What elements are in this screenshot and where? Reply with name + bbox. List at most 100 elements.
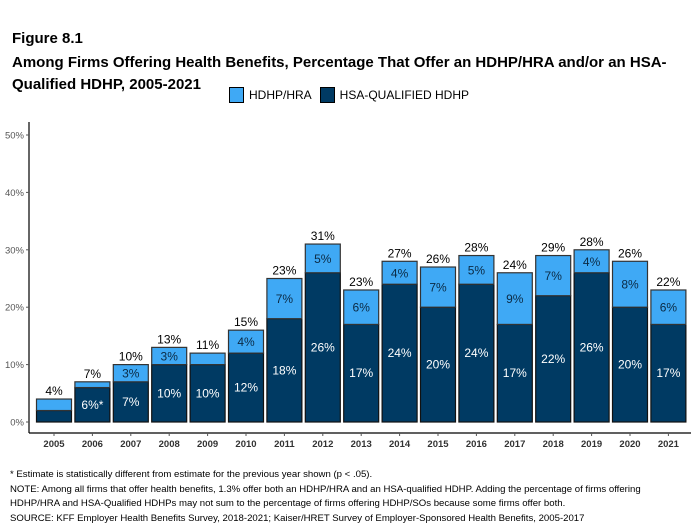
bar-segment-hsa-qualified	[112, 381, 149, 423]
bar-label-hdhp-hra: 4%	[391, 266, 409, 280]
source-note: SOURCE: KFF Employer Health Benefits Sur…	[10, 512, 585, 524]
y-tick-label: 30%	[5, 245, 25, 256]
chart-title: Among Firms Offering Health Benefits, Pe…	[12, 54, 667, 93]
y-tick-label: 20%	[5, 303, 25, 314]
bar-total-label: 10%	[119, 350, 143, 364]
y-tick-label: 10%	[5, 360, 25, 371]
x-tick-label: 2012	[312, 439, 333, 450]
bar-label-hdhp-hra: 7%	[276, 292, 294, 306]
x-tick-label: 2015	[427, 439, 449, 450]
chart-notes: * Estimate is statistically different fr…	[10, 468, 698, 526]
bar-segment-hsa-qualified	[227, 352, 265, 423]
bar-total-label: 24%	[503, 258, 527, 272]
bar-segment-hsa-qualified	[650, 323, 687, 423]
bar-label-hdhp-hra: 9%	[506, 292, 524, 306]
bar-label-hsa-qualified: 12%	[234, 381, 258, 395]
bar-segment-hsa-qualified	[458, 283, 495, 423]
note-line-1: NOTE: Among all firms that offer health …	[10, 483, 641, 495]
bar-segment-hsa-qualified	[343, 323, 380, 423]
bar-segment-hdhp-hra	[227, 329, 265, 354]
bar-segment-hsa-qualified	[419, 306, 457, 423]
bar-label-hdhp-hra: 5%	[468, 263, 486, 277]
legend-item-hdhp-hra: HDHP/HRA	[228, 87, 312, 103]
bar-segment-hdhp-hra	[458, 254, 495, 285]
bar-segment-hdhp-hra	[189, 352, 226, 366]
bar-label-hdhp-hra: 6%	[353, 301, 371, 315]
bar-total-label: 27%	[388, 246, 412, 260]
bar-label-hsa-qualified: 24%	[464, 346, 488, 360]
bar-total-label: 29%	[541, 241, 565, 255]
bar-total-label: 31%	[311, 229, 335, 243]
x-tick-label: 2014	[389, 439, 411, 450]
x-tick-label: 2020	[619, 439, 640, 450]
bar-segment-hdhp-hra	[650, 289, 687, 326]
bar-segment-hdhp-hra	[151, 346, 188, 366]
figure-label: Figure 8.1	[12, 30, 83, 47]
bar-label-hdhp-hra: 6%	[660, 301, 678, 315]
x-tick-label: 2010	[235, 439, 256, 450]
bar-segment-hdhp-hra	[112, 364, 149, 383]
bar-label-hsa-qualified: 22%	[541, 352, 565, 366]
legend-label-hsa-qualified: HSA-QUALIFIED HDHP	[339, 88, 470, 102]
bar-total-label: 23%	[349, 275, 373, 289]
x-tick-label: 2016	[466, 439, 487, 450]
bar-total-label: 26%	[618, 246, 642, 260]
bar-label-hdhp-hra: 4%	[583, 255, 601, 269]
y-tick-label: 0%	[10, 418, 24, 429]
bar-segment-hsa-qualified	[189, 364, 226, 423]
bar-segment-hsa-qualified	[573, 272, 610, 423]
bar-total-label: 28%	[464, 241, 488, 255]
x-tick-label: 2011	[274, 439, 295, 450]
legend-swatch-hdhp-hra	[228, 87, 244, 103]
asterisk-note: * Estimate is statistically different fr…	[10, 469, 373, 480]
bar-total-label: 26%	[426, 252, 450, 266]
y-tick-label: 50%	[5, 131, 25, 142]
legend-item-hsa-qualified: HSA-QUALIFIED HDHP	[319, 87, 470, 103]
bar-total-label: 11%	[196, 338, 219, 352]
legend-swatch-hsa-qualified	[319, 87, 335, 103]
bar-label-hdhp-hra: 3%	[161, 349, 179, 363]
bar-total-label: 22%	[656, 275, 680, 289]
bar-label-hsa-qualified: 26%	[580, 340, 604, 354]
bar-segment-hsa-qualified	[35, 409, 73, 423]
bar-segment-hdhp-hra	[496, 272, 533, 326]
bar-label-hsa-qualified: 24%	[388, 346, 412, 360]
bar-label-hdhp-hra: 7%	[545, 269, 563, 283]
legend: HDHP/HRA HSA-QUALIFIED HDHP	[0, 87, 698, 103]
bar-label-hdhp-hra: 8%	[621, 278, 639, 292]
y-tick-label: 40%	[5, 188, 25, 199]
bar-label-hsa-qualified: 20%	[618, 358, 642, 372]
bar-segment-hdhp-hra	[343, 289, 380, 326]
x-tick-label: 2018	[543, 439, 564, 450]
bar-label-hdhp-hra: 7%	[429, 281, 447, 295]
bar-segment-hdhp-hra	[266, 277, 303, 320]
note-line-2: HDHP/HRA and HSA-Qualified HDHPs may not…	[10, 498, 566, 510]
bar-segment-hdhp-hra	[74, 381, 111, 389]
bar-label-hsa-qualified: 10%	[196, 386, 220, 400]
bar-total-label: 13%	[157, 332, 181, 346]
bar-label-hdhp-hra: 3%	[122, 367, 140, 381]
bar-label-hsa-qualified: 17%	[503, 366, 527, 380]
x-tick-label: 2021	[658, 439, 680, 450]
x-tick-label: 2006	[82, 439, 103, 450]
bar-label-hsa-qualified: 26%	[311, 340, 335, 354]
bar-segment-hdhp-hra	[419, 266, 457, 308]
x-tick-label: 2007	[120, 439, 141, 450]
bar-segment-hdhp-hra	[35, 398, 73, 412]
x-tick-label: 2005	[43, 439, 65, 450]
bar-label-hsa-qualified: 17%	[656, 366, 680, 380]
bar-label-hsa-qualified: 7%	[122, 395, 140, 409]
bar-total-label: 15%	[234, 315, 258, 329]
bar-segment-hsa-qualified	[74, 386, 111, 423]
bar-total-label: 23%	[272, 264, 296, 278]
bar-segment-hdhp-hra	[535, 254, 572, 297]
bar-label-hsa-qualified: 6%*	[81, 398, 103, 412]
bar-label-hsa-qualified: 20%	[426, 358, 450, 372]
bar-segment-hdhp-hra	[381, 260, 418, 285]
x-tick-label: 2008	[159, 439, 180, 450]
bar-segment-hdhp-hra	[573, 249, 610, 274]
bar-total-label: 28%	[580, 235, 604, 249]
bar-segment-hsa-qualified	[266, 318, 303, 423]
bar-total-label: 7%	[84, 367, 102, 381]
